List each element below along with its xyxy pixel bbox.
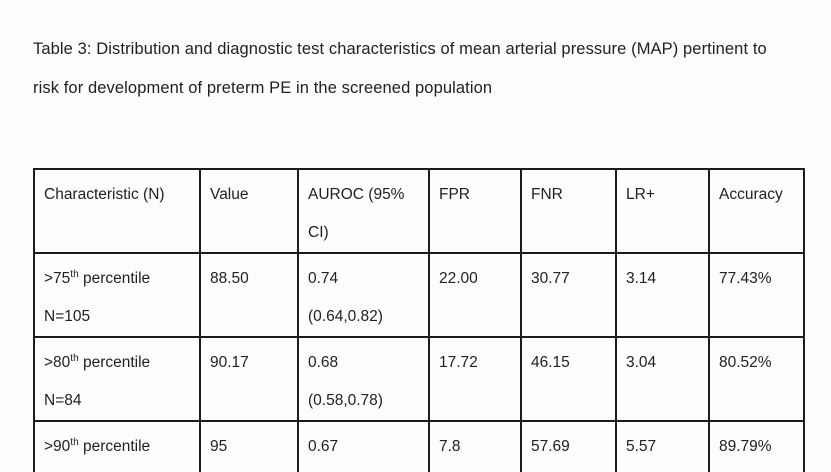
cell-accuracy: 89.79%: [708, 420, 805, 472]
header-auroc: AUROC (95% CI): [297, 168, 430, 254]
percentile-label: >80th percentile: [44, 352, 151, 371]
n-label: N=41: [44, 466, 195, 472]
percentile-label: >90th percentile: [44, 436, 151, 455]
auroc-ci: (0.64,0.82): [308, 308, 383, 325]
cell-fnr: 46.15: [520, 336, 617, 422]
cell-auroc: 0.74 (0.64,0.82): [297, 252, 430, 338]
cell-fpr: 22.00: [428, 252, 522, 338]
caption-line-2: risk for development of preterm PE in th…: [33, 79, 493, 97]
auroc-ci: (0.57,0.77): [308, 466, 424, 472]
cell-auroc: 0.68 (0.58,0.78): [297, 336, 430, 422]
superscript-th: th: [70, 436, 79, 448]
header-fpr: FPR: [428, 168, 522, 254]
n-label: N=105: [44, 308, 91, 325]
superscript-th: th: [70, 352, 79, 364]
cell-fpr: 17.72: [428, 336, 522, 422]
table-caption: Table 3: Distribution and diagnostic tes…: [33, 30, 799, 108]
cell-lr: 5.57: [615, 420, 710, 472]
n-label: N=84: [44, 392, 82, 409]
header-row: Characteristic (N) Value AUROC (95% CI) …: [33, 168, 805, 254]
auroc-value: 0.67: [308, 438, 339, 455]
cell-value: 90.17: [199, 336, 299, 422]
cell-fnr: 57.69: [520, 420, 617, 472]
cell-accuracy: 80.52%: [708, 336, 805, 422]
header-lr: LR+: [615, 168, 710, 254]
cell-characteristic: >75th percentile N=105: [33, 252, 201, 338]
header-characteristic: Characteristic (N): [33, 168, 201, 254]
cell-auroc: 0.67 (0.57,0.77): [297, 420, 430, 472]
header-fnr: FNR: [520, 168, 617, 254]
auroc-value: 0.74: [308, 270, 339, 287]
table-row: >90th percentile N=41 95 0.67 (0.57,0.77…: [33, 420, 805, 472]
auroc-value: 0.68: [308, 354, 339, 371]
cell-characteristic: >80th percentile N=84: [33, 336, 201, 422]
cell-characteristic: >90th percentile N=41: [33, 420, 201, 472]
cell-lr: 3.14: [615, 252, 710, 338]
map-characteristics-table: Characteristic (N) Value AUROC (95% CI) …: [33, 168, 805, 472]
cell-fpr: 7.8: [428, 420, 522, 472]
header-value: Value: [199, 168, 299, 254]
cell-value: 88.50: [199, 252, 299, 338]
cell-fnr: 30.77: [520, 252, 617, 338]
cell-lr: 3.04: [615, 336, 710, 422]
caption-line-1: Table 3: Distribution and diagnostic tes…: [33, 40, 767, 58]
cell-value: 95: [199, 420, 299, 472]
superscript-th: th: [70, 268, 79, 280]
table-row: >75th percentile N=105 88.50 0.74 (0.64,…: [33, 252, 805, 338]
percentile-label: >75th percentile: [44, 268, 151, 287]
auroc-ci: (0.58,0.78): [308, 392, 383, 409]
header-accuracy: Accuracy: [708, 168, 805, 254]
table-row: >80th percentile N=84 90.17 0.68 (0.58,0…: [33, 336, 805, 422]
cell-accuracy: 77.43%: [708, 252, 805, 338]
